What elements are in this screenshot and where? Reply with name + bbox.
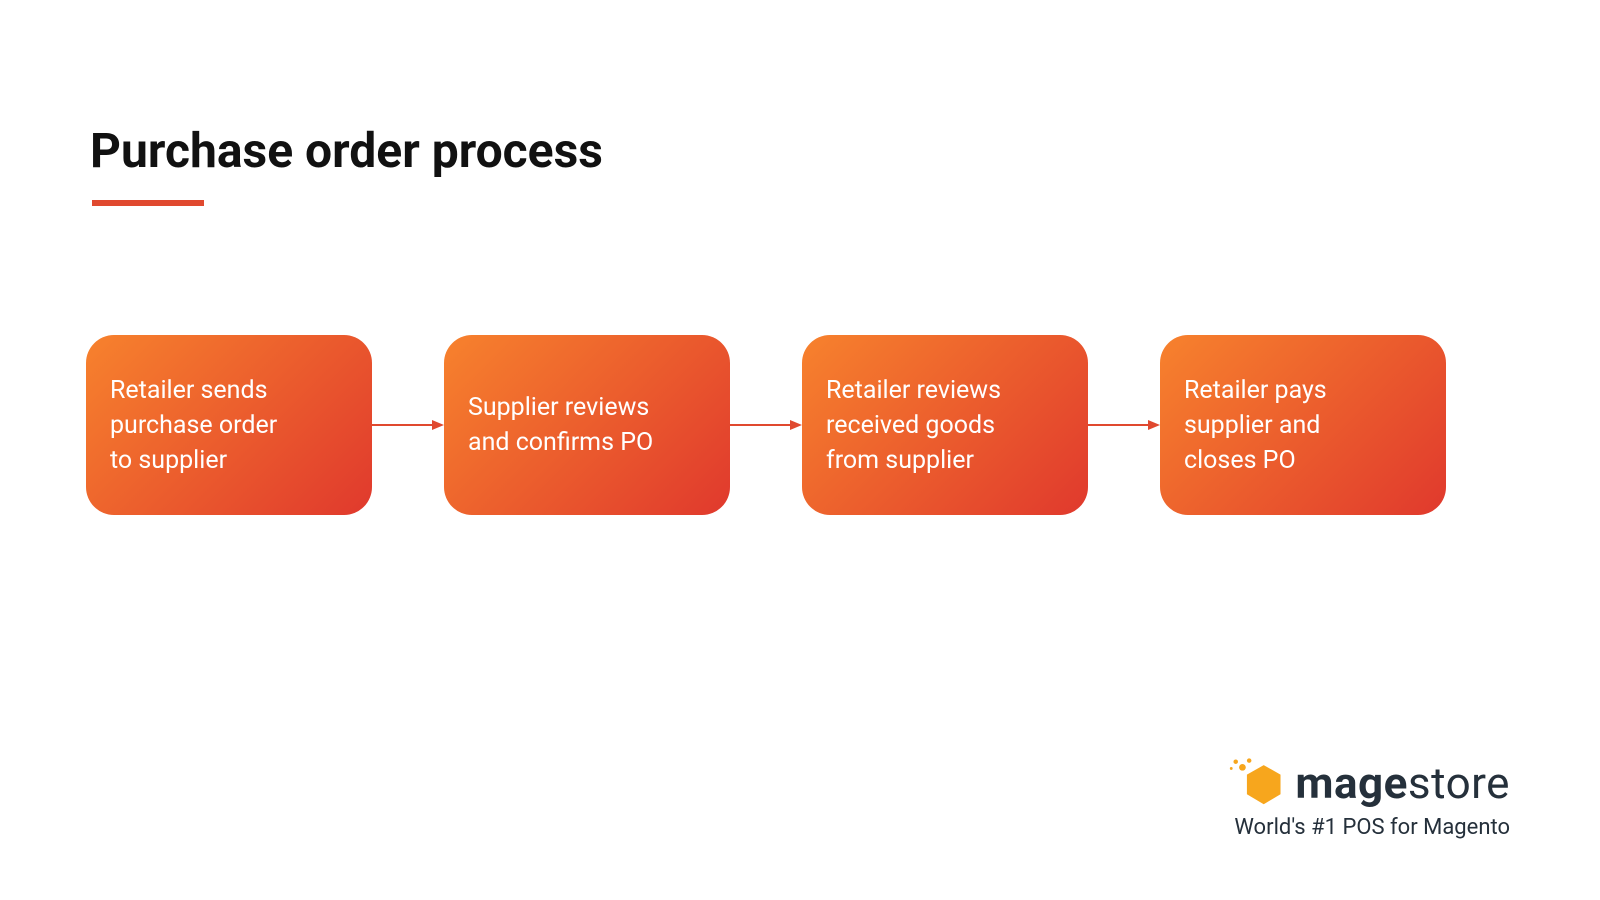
flow-arrow-1 xyxy=(372,424,432,426)
flow-arrow-3 xyxy=(1088,424,1148,426)
brand-name-bold: mage xyxy=(1295,757,1408,809)
flow-step-label: Supplier reviews and confirms PO xyxy=(468,390,653,460)
flow-step-4: Retailer pays supplier and closes PO xyxy=(1160,335,1446,515)
flow-arrow-2 xyxy=(730,424,790,426)
brand-name: magestore xyxy=(1295,757,1510,809)
brand-tagline: World's #1 POS for Magento xyxy=(1234,815,1510,840)
brand-logo-row: magestore xyxy=(1229,755,1510,811)
flow-step-2: Supplier reviews and confirms PO xyxy=(444,335,730,515)
brand-logo: magestore World's #1 POS for Magento xyxy=(1229,755,1510,840)
title-underline xyxy=(92,200,204,206)
brand-name-light: store xyxy=(1408,757,1510,809)
flow-arrowhead-1 xyxy=(432,420,444,430)
flow-step-1: Retailer sends purchase order to supplie… xyxy=(86,335,372,515)
flow-step-label: Retailer pays supplier and closes PO xyxy=(1184,373,1327,478)
flow-arrowhead-3 xyxy=(1148,420,1160,430)
flow-arrowhead-2 xyxy=(790,420,802,430)
flow-step-3: Retailer reviews received goods from sup… xyxy=(802,335,1088,515)
diagram-title: Purchase order process xyxy=(90,122,603,179)
flow-step-label: Retailer sends purchase order to supplie… xyxy=(110,373,277,478)
flow-step-label: Retailer reviews received goods from sup… xyxy=(826,373,1001,478)
diagram-canvas: Purchase order process Retailer sends pu… xyxy=(0,0,1600,900)
hexagon-icon xyxy=(1229,755,1285,811)
